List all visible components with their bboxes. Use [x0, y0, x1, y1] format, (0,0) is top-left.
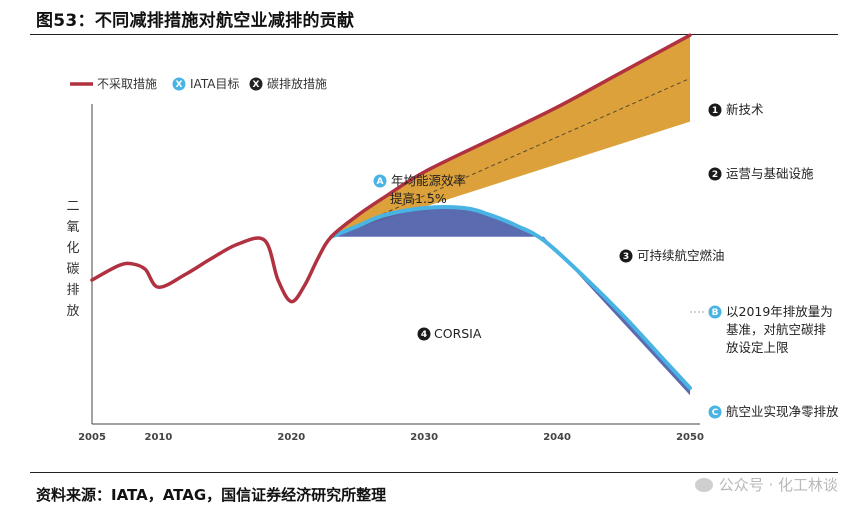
dashed-trend-line — [330, 77, 691, 238]
top-rule — [30, 34, 838, 35]
y-axis-label-char: 二 — [66, 199, 79, 214]
annotation-badge-b: B — [708, 305, 722, 319]
band-corsia — [331, 207, 690, 396]
series-no-action-line — [90, 33, 692, 304]
watermark: 公众号 · 化工林谈 — [694, 474, 838, 495]
y-axis-label-char: 碳 — [66, 262, 79, 277]
x-tick-label: 2020 — [277, 432, 305, 443]
annotation-cap-line: 以2019年排放量为 — [726, 304, 833, 319]
annotation-efficiency-line1: 年均能源效率 — [391, 173, 466, 188]
annotation-badge-1: 1 — [708, 103, 722, 117]
annotation-cap-line: 基准，对航空碳排 — [726, 322, 827, 337]
svg-text:4: 4 — [421, 330, 427, 340]
annotation-net-zero: 航空业实现净零排放 — [726, 404, 839, 419]
figure-title: 图53：不同减排措施对航空业减排的贡献 — [36, 11, 355, 31]
series-iata-target-line — [329, 205, 692, 390]
legend-badge-measures: X — [249, 77, 263, 91]
annotation-badge-3: 3 — [619, 249, 633, 263]
annotation-badge-2: 2 — [708, 167, 722, 181]
y-axis-label-char: 排 — [66, 283, 79, 298]
annotation-new-technology: 新技术 — [726, 102, 764, 117]
x-tick-label: 2005 — [78, 432, 106, 443]
annotation-cap-line: 放设定上限 — [726, 340, 789, 355]
watermark-text: 公众号 · 化工林谈 — [718, 476, 838, 494]
x-tick-label: 2050 — [676, 432, 704, 443]
svg-text:2: 2 — [712, 170, 718, 180]
annotation-operations: 运营与基础设施 — [726, 166, 814, 181]
x-tick-label: 2040 — [543, 432, 571, 443]
svg-text:B: B — [712, 308, 719, 318]
svg-text:A: A — [377, 177, 384, 187]
svg-text:X: X — [176, 80, 183, 90]
source-note: 资料来源：IATA，ATAG，国信证券经济研究所整理 — [36, 486, 387, 504]
wechat-icon — [694, 478, 713, 492]
legend-label-no-action: 不采取措施 — [97, 77, 157, 91]
y-axis-label-char: 氧 — [66, 220, 79, 235]
annotation-corsia: CORSIA — [434, 326, 482, 341]
legend-label-iata: IATA目标 — [190, 77, 239, 91]
annotation-badge-c: C — [708, 405, 722, 419]
legend-label-measures: 碳排放措施 — [267, 76, 327, 91]
bottom-rule — [30, 472, 838, 473]
svg-text:1: 1 — [712, 106, 718, 116]
annotation-badge-a: A — [373, 174, 387, 188]
x-tick-label: 2010 — [145, 432, 173, 443]
svg-text:3: 3 — [623, 252, 629, 262]
annotation-badge-4: 4 — [417, 327, 431, 341]
svg-text:X: X — [253, 80, 260, 90]
annotation-saf: 可持续航空燃油 — [637, 248, 725, 263]
y-axis-label-char: 放 — [66, 304, 79, 319]
x-tick-label: 2030 — [410, 432, 438, 443]
y-axis-label-char: 化 — [66, 241, 79, 256]
svg-text:C: C — [712, 408, 719, 418]
annotation-efficiency-line2: 提高1.5% — [390, 191, 447, 206]
legend-badge-iata: X — [172, 77, 186, 91]
